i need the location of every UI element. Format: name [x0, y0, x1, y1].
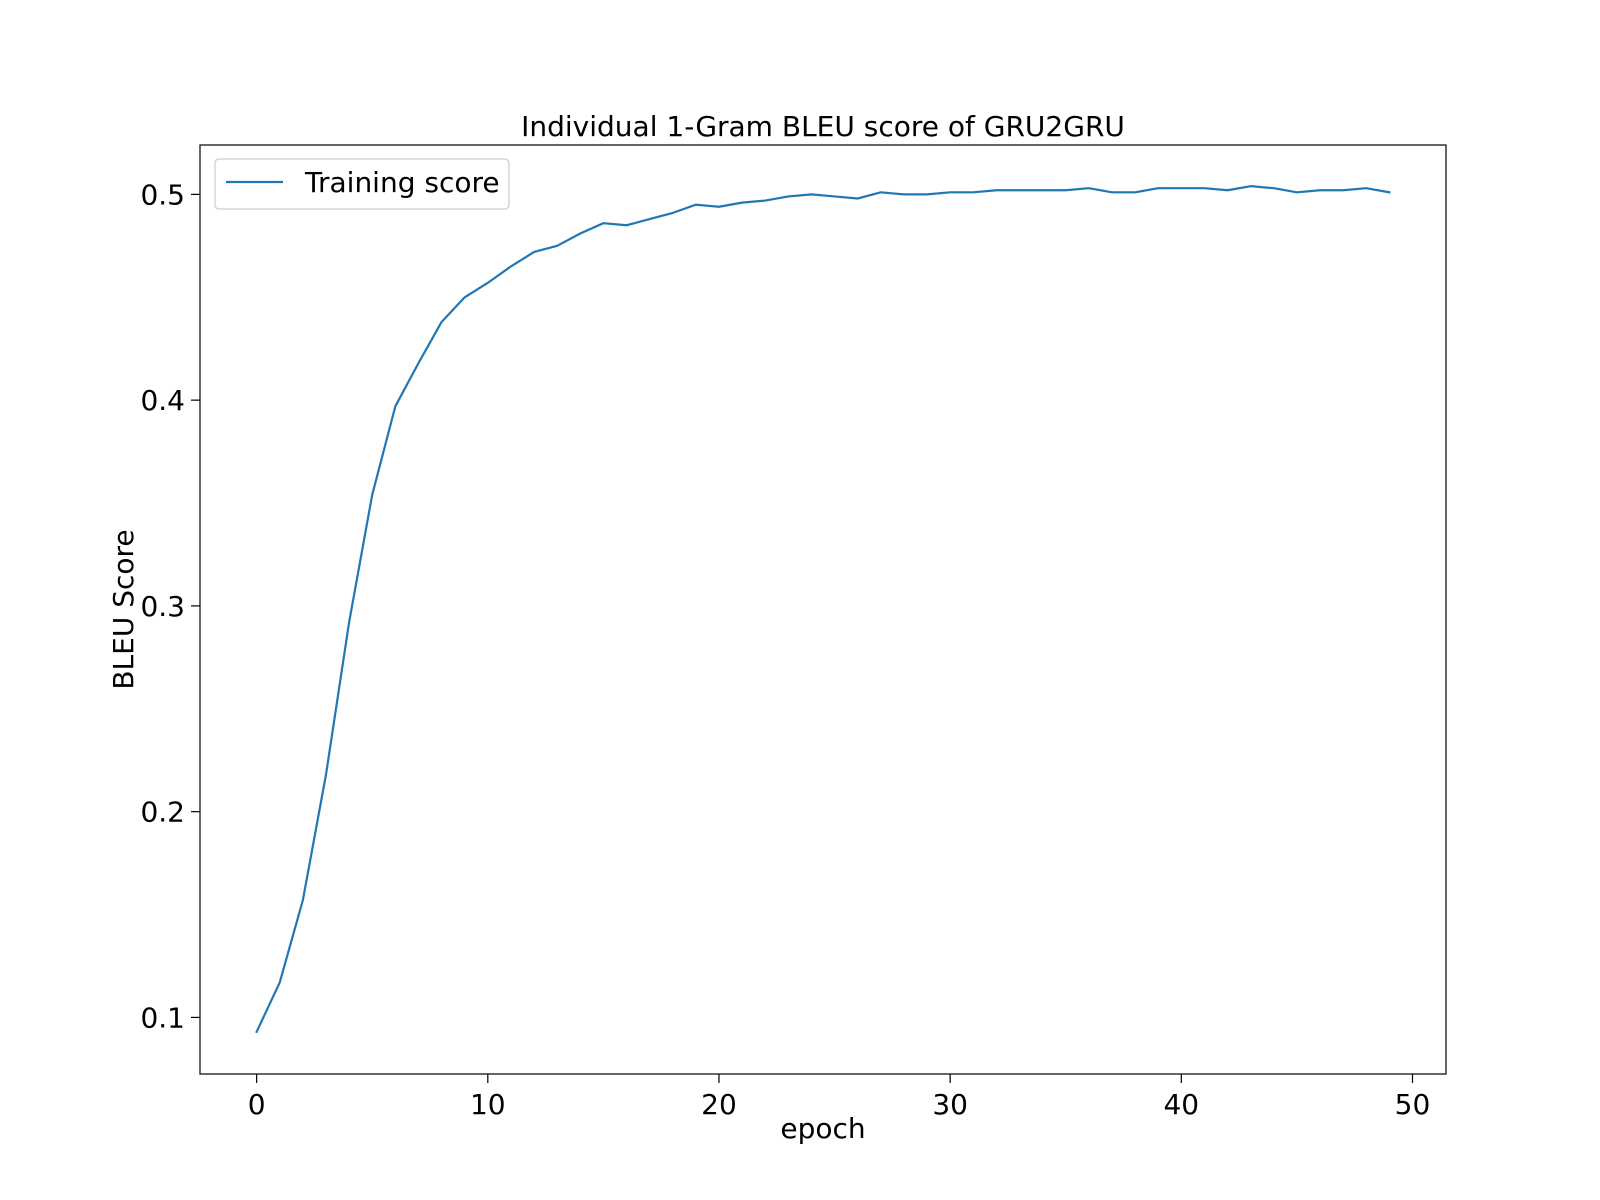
- axes-frame: [199, 144, 1447, 1075]
- series-line-0: [255, 185, 1391, 1034]
- x-tick-label: 40: [1163, 1088, 1199, 1121]
- x-axis-label: epoch: [780, 1112, 865, 1145]
- y-axis-label: BLEU Score: [107, 529, 140, 689]
- y-tick-label: 0.4: [140, 384, 185, 417]
- chart-title: Individual 1-Gram BLEU score of GRU2GRU: [521, 110, 1125, 143]
- legend-frame: [214, 158, 510, 210]
- y-tick-label: 0.2: [140, 796, 185, 829]
- y-tick-label: 0.1: [140, 1001, 185, 1034]
- legend-entry-label: Training score: [304, 166, 500, 199]
- y-tick-label: 0.3: [140, 590, 185, 623]
- plot-area: 0 10 20 30 40 50 0.1 0.2 0.3 0.4 0.5: [140, 144, 1447, 1121]
- x-tick-label: 0: [248, 1088, 266, 1121]
- x-tick-label: 10: [470, 1088, 506, 1121]
- y-tick-label: 0.5: [140, 178, 185, 211]
- x-tick-label: 50: [1395, 1088, 1431, 1121]
- x-tick-label: 30: [932, 1088, 968, 1121]
- x-tick-label: 20: [701, 1088, 737, 1121]
- legend: Training score: [214, 158, 510, 210]
